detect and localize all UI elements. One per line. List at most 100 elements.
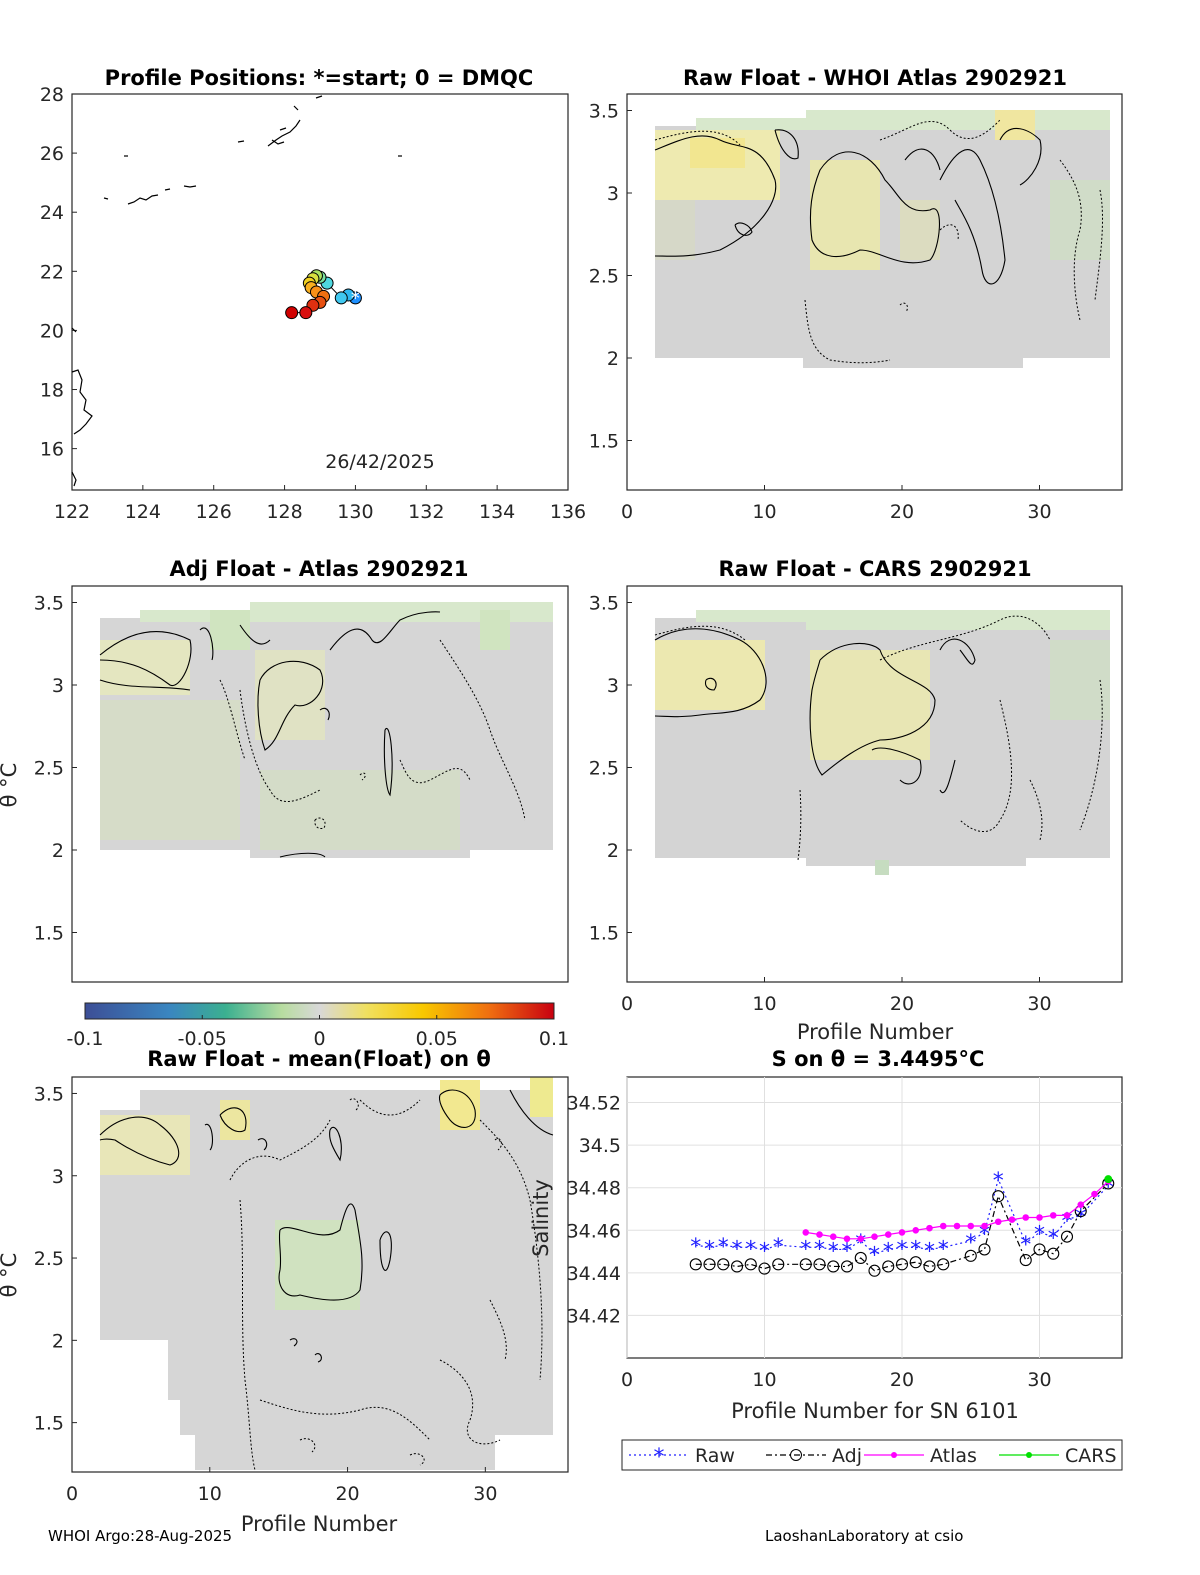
y-tick-label: 2.5 [34,1248,64,1270]
x-tick-label: 124 [125,501,161,523]
atlas-point [871,1233,878,1240]
raw-point: * [897,1237,908,1262]
atlas-point [802,1229,810,1236]
raw-point: * [759,1239,770,1264]
raw-point: * [855,1231,866,1256]
x-tick-label: 30 [1027,1369,1051,1391]
positions-panel: Profile Positions: *=start; 0 = DMQC 122… [40,66,586,523]
atlas-point [1049,1212,1057,1219]
legend-label: CARS [1065,1445,1117,1467]
footer-right: LaoshanLaboratory at csio [765,1527,963,1545]
raw-cars-title: Raw Float - CARS 2902921 [718,557,1031,581]
adj-atlas-ylabel: θ °C [0,763,21,808]
profile-position-marker [299,306,313,320]
raw-atlas-dotted-contours [654,119,1103,364]
adj-atlas-dotted-contours [219,639,526,829]
adj-point [689,1258,702,1271]
atlas-point [981,1222,988,1230]
adj-point [964,1249,977,1262]
raw-point: * [1062,1210,1073,1235]
y-tick-label: 2 [52,840,64,862]
adj-point [1060,1230,1074,1243]
y-tick-label: 34.46 [567,1220,621,1242]
raw-atlas-axes [626,93,1123,491]
raw-cars-axes [626,585,1123,983]
x-tick-label: 10 [752,501,776,523]
atlas-point [926,1224,933,1232]
atlas-point [1091,1190,1098,1198]
adj-atlas-contours [99,611,441,858]
salinity-title: S on θ = 3.4495°C [772,1047,985,1071]
x-tick-label: 130 [337,501,373,523]
x-tick-label: 136 [550,501,586,523]
legend-marker [891,1452,897,1458]
y-tick-label: 1.5 [589,431,619,453]
adj-point [978,1243,991,1256]
atlas-point [884,1231,892,1238]
raw-point: * [1020,1233,1031,1258]
adj-point [758,1262,771,1275]
y-tick-label: 2.5 [589,266,619,288]
positions-title: Profile Positions: *=start; 0 = DMQC [105,66,534,90]
y-tick-label: 3.5 [589,593,619,615]
salinity-grid [626,1077,1122,1358]
raw-mean-ylabel: θ °C [0,1253,21,1298]
y-tick-label: 3.5 [589,101,619,123]
profile-position-marker [285,306,299,320]
x-tick-label: 0 [66,1483,78,1505]
raw-point: * [773,1235,784,1260]
y-tick-label: 1.5 [34,923,64,945]
atlas-point [843,1235,851,1243]
raw-atlas-panel: Raw Float - WHOI Atlas 2902921 [589,66,1123,523]
raw-point: * [924,1239,935,1264]
atlas-point [898,1229,906,1236]
raw-cars-xlabel: Profile Number [797,1020,954,1044]
salinity-legend: * Raw Adj Atlas CARS [621,1439,1123,1471]
legend-marker [1026,1452,1032,1458]
raw-cars-field [655,610,1110,875]
raw-point: * [828,1239,839,1264]
adj-point [1033,1243,1046,1256]
salinity-ylabel: Salinity [529,1179,553,1257]
raw-point: * [1034,1222,1045,1247]
atlas-point [939,1222,947,1230]
y-tick-label: 34.52 [567,1093,621,1115]
raw-mean-contours [99,1089,554,1363]
start-marker: * [351,288,360,309]
y-tick-label: 20 [40,320,64,342]
y-tick-label: 22 [40,261,64,283]
raw-point: * [1048,1227,1059,1252]
y-tick-label: 3 [607,675,619,697]
adj-point [854,1251,867,1264]
adj-atlas-field [100,602,553,858]
atlas-point [829,1233,837,1240]
adj-point [909,1256,922,1269]
adj-atlas-title: Adj Float - Atlas 2902921 [169,557,468,581]
y-tick-label: 2.5 [589,758,619,780]
raw-point: * [869,1244,880,1269]
adj-point [799,1258,812,1271]
colorbar-tick-label: 0.05 [416,1028,458,1050]
adj-atlas-axes [71,585,569,983]
y-tick-label: 3.5 [34,593,64,615]
cars-point [1104,1175,1113,1184]
adj-point [868,1264,881,1277]
x-tick-label: 122 [54,501,90,523]
adj-point [937,1258,950,1271]
float-track: * [285,269,362,320]
x-tick-label: 10 [752,1369,776,1391]
x-tick-label: 0 [621,1369,633,1391]
colorbar-tick-label: 0 [313,1028,325,1050]
raw-point: * [814,1237,825,1262]
y-tick-label: 3.5 [34,1083,64,1105]
raw-point: * [938,1237,949,1262]
y-tick-label: 34.48 [567,1178,621,1200]
y-tick-label: 2 [607,348,619,370]
x-tick-label: 20 [890,1369,914,1391]
y-tick-label: 34.42 [567,1305,621,1327]
raw-mean-panel: Raw Float - mean(Float) on θ [0,1047,569,1536]
x-tick-label: 132 [408,501,444,523]
y-tick-label: 2.5 [34,758,64,780]
y-tick-label: 2 [52,1330,64,1352]
x-tick-label: 20 [890,993,914,1015]
